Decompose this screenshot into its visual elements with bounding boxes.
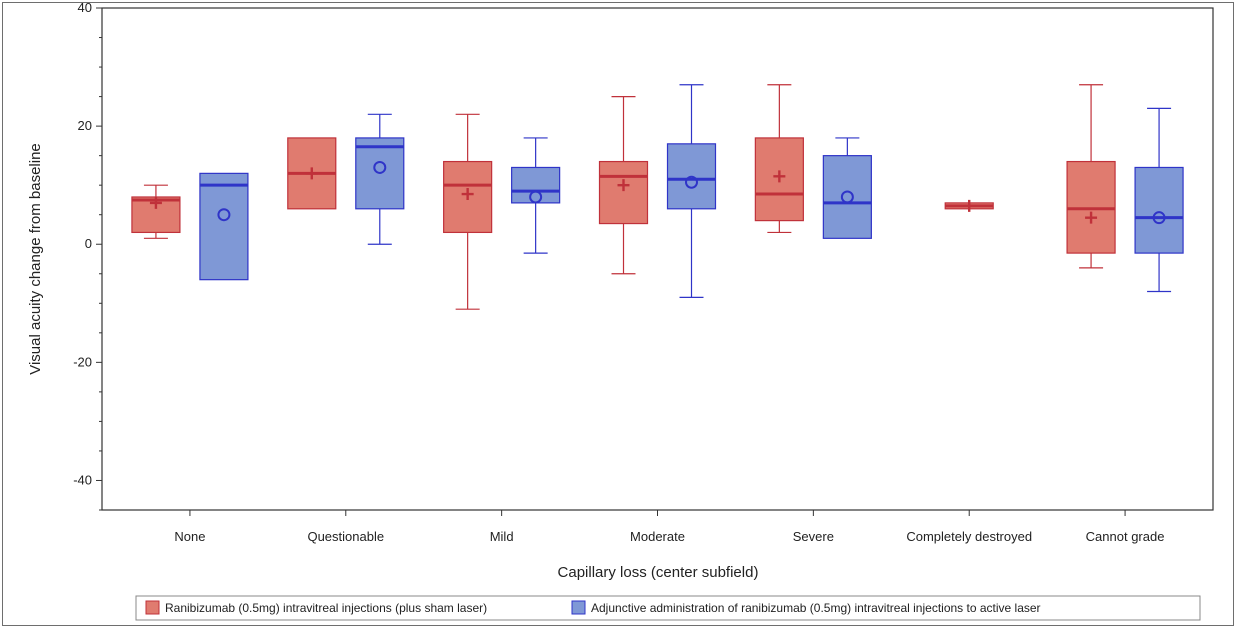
box-questionable-series-1: [355, 113, 405, 245]
x-axis-title: Capillary loss (center subfield): [558, 564, 759, 581]
box-moderate-series-1: [666, 84, 717, 298]
iqr-box: [199, 172, 249, 281]
mean-marker-plus: [1085, 211, 1098, 224]
legend-box: [135, 595, 1201, 621]
box-cannot-grade-series-1: [1134, 107, 1184, 293]
box-series: [131, 84, 1184, 310]
mean-marker-plus: [305, 167, 318, 180]
iqr-box: [1134, 166, 1184, 254]
legend-swatch-adjunctive: [571, 600, 586, 615]
y-tick-label: -40: [73, 472, 92, 487]
box-completely-destroyed-series-0: [944, 199, 994, 212]
x-axis: None Questionable Mild Moderate Severe Comple…: [174, 510, 1164, 544]
box-mild-series-0: [443, 113, 493, 310]
mean-marker-circle: [217, 208, 231, 222]
y-tick-label: 20: [78, 118, 92, 133]
box-none-series-1: [199, 172, 249, 281]
mean-marker-plus: [963, 199, 976, 212]
mean-marker-plus: [617, 179, 630, 192]
x-tick-label-severe: Severe: [793, 529, 834, 544]
mean-marker-circle: [529, 190, 543, 204]
box-questionable-series-0: [287, 137, 337, 210]
x-tick-label-questionable: Questionable: [307, 529, 384, 544]
box-cannot-grade-series-0: [1066, 84, 1116, 269]
x-tick-label-moderate: Moderate: [630, 529, 685, 544]
mean-marker-circle: [1152, 211, 1166, 225]
mean-marker-circle: [373, 160, 387, 174]
mean-marker-plus: [773, 170, 786, 183]
mean-marker-plus: [149, 196, 162, 209]
y-tick-label: 0: [85, 236, 92, 251]
x-tick-label-completely-destroyed: Completely destroyed: [906, 529, 1032, 544]
iqr-box: [598, 160, 649, 225]
mean-marker-circle: [840, 190, 854, 204]
box-none-series-0: [131, 184, 181, 239]
box-severe-series-0: [754, 84, 804, 234]
plot-area: [101, 7, 1214, 511]
legend-label-adjunctive: Adjunctive administration of ranibizumab…: [591, 601, 1041, 615]
x-tick-label-mild: Mild: [490, 529, 514, 544]
y-tick-label: 40: [78, 0, 92, 15]
mean-marker-plus: [461, 188, 474, 201]
y-axis-title: Visual acuity change from baseline: [27, 143, 44, 375]
legend: Ranibizumab (0.5mg) intravitreal injecti…: [145, 600, 1041, 615]
legend-swatch-ranibizumab: [145, 600, 160, 615]
box-mild-series-1: [511, 137, 561, 254]
y-tick-label: -20: [73, 354, 92, 369]
box-severe-series-1: [822, 137, 872, 239]
y-axis: -40 -20 0 20 40: [73, 0, 102, 511]
iqr-box: [822, 155, 872, 239]
legend-label-ranibizumab: Ranibizumab (0.5mg) intravitreal injecti…: [165, 601, 487, 615]
iqr-box: [511, 166, 561, 204]
x-tick-label-cannot-grade: Cannot grade: [1086, 529, 1165, 544]
mean-marker-circle: [685, 175, 698, 189]
box-moderate-series-0: [598, 95, 649, 275]
x-tick-label-none: None: [174, 529, 205, 544]
